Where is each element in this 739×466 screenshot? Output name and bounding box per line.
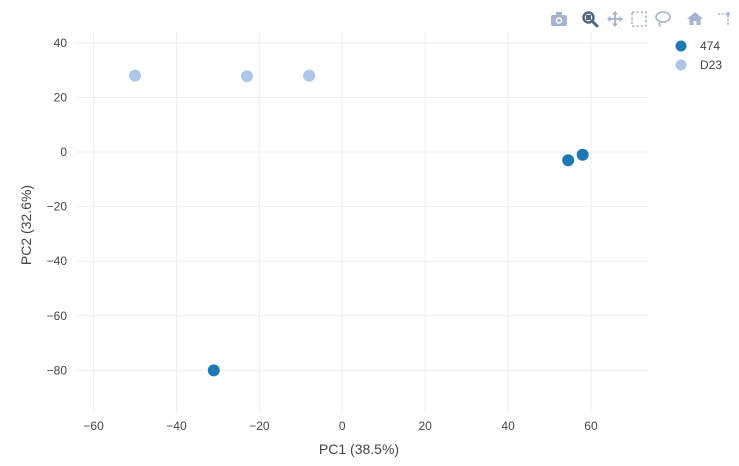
modebar: Download plot as a png ZoomPanBox SelectL… (549, 9, 734, 29)
y-tick-label: 20 (54, 90, 68, 104)
legend-item[interactable]: D23 (675, 58, 723, 72)
home-icon[interactable]: Reset axes (685, 9, 705, 29)
legend-label: 474 (700, 39, 720, 53)
x-tick-label: 40 (501, 419, 515, 433)
plot-area[interactable] (129, 69, 589, 377)
data-point[interactable] (240, 70, 253, 83)
x-tick-label: 20 (418, 419, 432, 433)
data-point[interactable] (303, 69, 316, 82)
y-tick-label: −60 (47, 309, 68, 323)
data-point[interactable] (129, 69, 142, 82)
x-tick-label: 0 (339, 419, 346, 433)
spike-lines-icon[interactable]: Toggle Spike Lines (714, 9, 734, 29)
legend-marker (675, 59, 687, 71)
x-tick-label: −20 (249, 419, 270, 433)
y-tick-label: −20 (47, 200, 68, 214)
y-tick-label: −40 (47, 254, 68, 268)
y-tick-label: −80 (47, 363, 68, 377)
pan-icon[interactable]: Pan (605, 9, 625, 29)
zoom-icon[interactable]: Zoom (580, 9, 600, 29)
series-D23 (129, 69, 316, 83)
data-point[interactable] (207, 364, 220, 377)
data-point[interactable] (562, 154, 575, 167)
y-tick-label: 0 (60, 145, 67, 159)
x-tick-label: −60 (83, 419, 104, 433)
x-tick-label: 60 (584, 419, 598, 433)
y-axis: 40 20 0 −20 −40 −60 −80 (47, 36, 68, 377)
camera-icon[interactable]: Download plot as a png (549, 9, 569, 29)
y-tick-label: 40 (54, 36, 68, 50)
grid-layer (77, 32, 649, 414)
y-axis-title: PC2 (32.6%) (18, 185, 34, 265)
data-point[interactable] (576, 148, 589, 161)
legend-marker (675, 40, 687, 52)
series-474 (207, 148, 589, 377)
legend-label: D23 (700, 58, 722, 72)
x-tick-label: −40 (166, 419, 187, 433)
legend-item[interactable]: 474 (675, 39, 721, 53)
x-axis: −60 −40 −20 0 20 40 60 (83, 419, 598, 433)
lasso-select-icon[interactable]: Lasso Select (653, 9, 673, 29)
x-axis-title: PC1 (38.5%) (319, 441, 399, 457)
box-select-icon[interactable]: Box Select (629, 9, 649, 29)
